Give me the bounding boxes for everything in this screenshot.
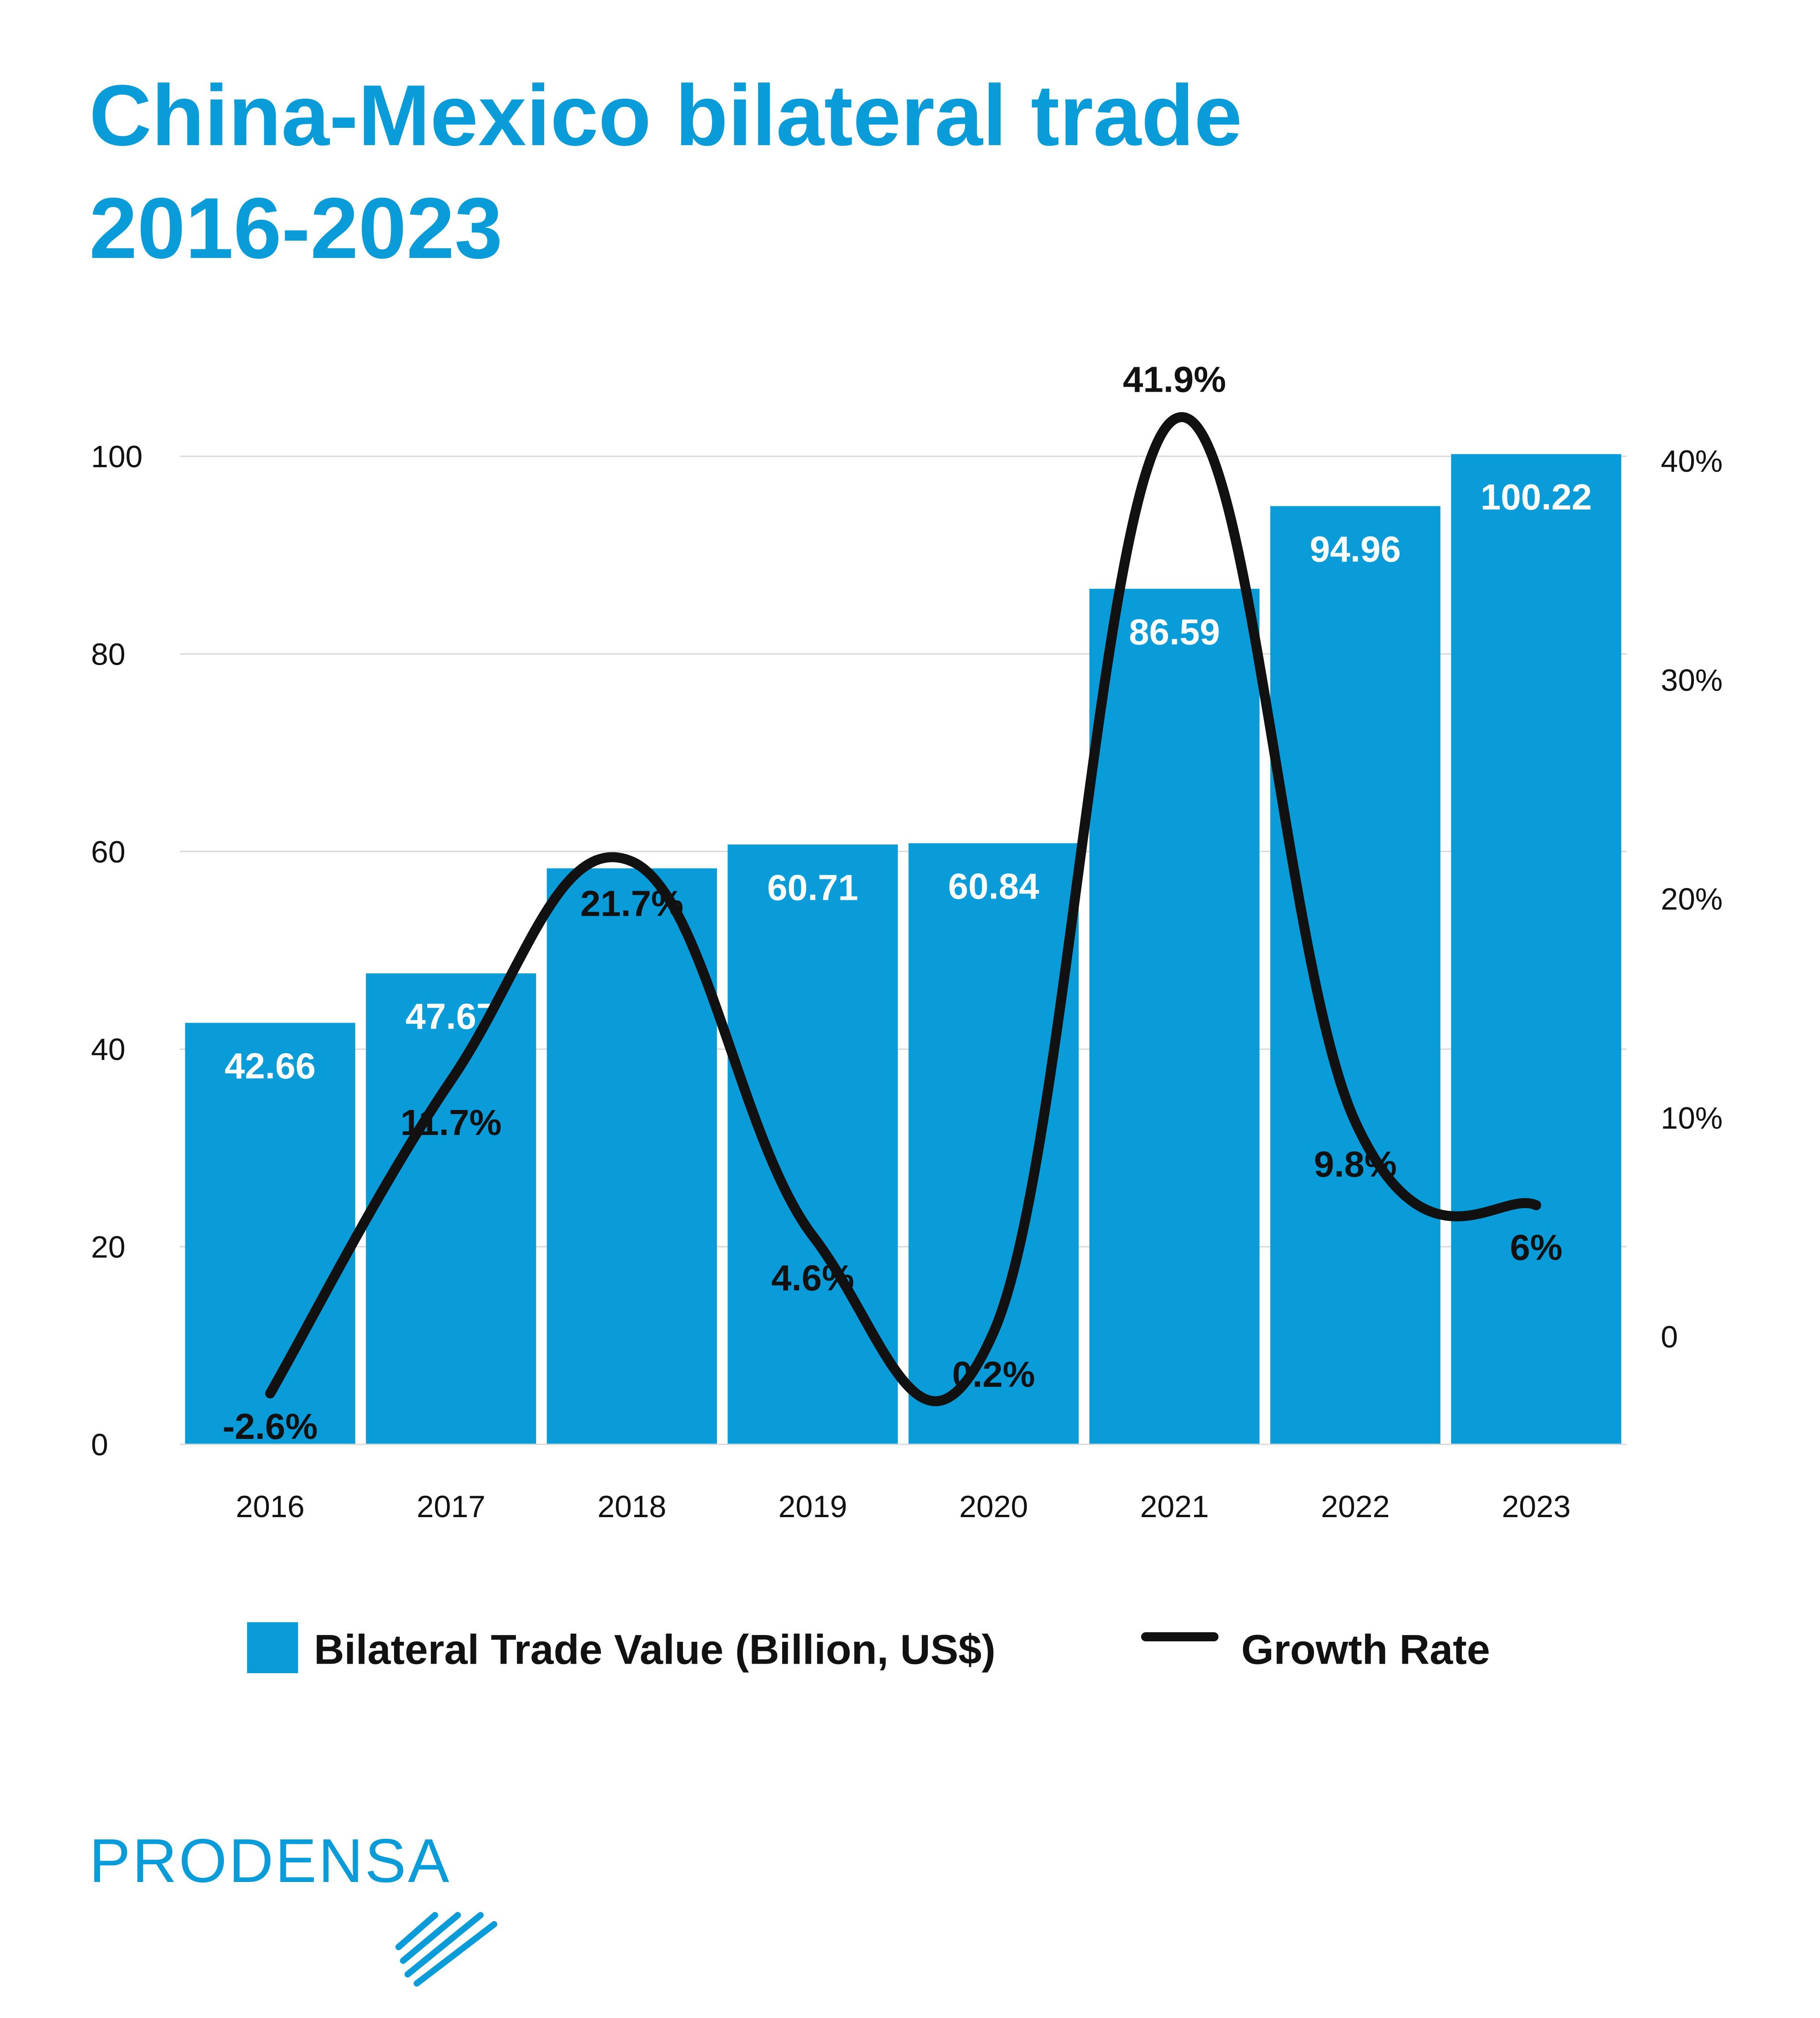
- y-axis-left: 0 20 40 60 80 100: [91, 439, 142, 1462]
- bar-value-label-2016: 42.66: [225, 1045, 316, 1086]
- x-axis: 2016 2017 2018 2019 2020 2021 2022 2023: [180, 1443, 1627, 1524]
- bar-2017: [366, 973, 536, 1444]
- growth-rate-label-2023: 6%: [1510, 1227, 1562, 1267]
- growth-rate-label-2021: 41.9%: [1123, 359, 1226, 400]
- x-tick-2018: 2018: [597, 1489, 666, 1524]
- y-left-tick-1: 20: [91, 1230, 126, 1265]
- growth-rate-label-2017: 11.7%: [400, 1102, 501, 1143]
- y-axis-right: 0 10% 20% 30% 40%: [1661, 444, 1723, 1354]
- y-left-tick-0: 0: [91, 1428, 108, 1462]
- bars: [185, 454, 1622, 1444]
- bar-value-label-2021: 86.59: [1129, 611, 1220, 652]
- growth-rate-label-2019: 4.6%: [771, 1258, 854, 1298]
- bar-value-label-2022: 94.96: [1310, 529, 1401, 569]
- bar-2018: [546, 868, 717, 1444]
- bar-value-label-2019: 60.71: [767, 867, 858, 908]
- x-tick-2023: 2023: [1502, 1489, 1571, 1524]
- legend: Bilateral Trade Value (Billion, US$) Gro…: [247, 1622, 1490, 1673]
- growth-rate-label-2022: 9.8%: [1314, 1144, 1397, 1184]
- growth-rate-labels: -2.6% 11.7% 21.7% 4.6% 0.2% 41.9% 9.8% 6%: [222, 359, 1562, 1447]
- legend-swatch-bars: [247, 1622, 298, 1673]
- legend-label-line: Growth Rate: [1241, 1626, 1490, 1673]
- x-tick-2019: 2019: [779, 1489, 847, 1524]
- bar-2022: [1270, 506, 1441, 1444]
- bar-2021: [1089, 589, 1260, 1444]
- prodensa-logo: PRODENSA: [89, 1826, 497, 1987]
- x-tick-2016: 2016: [236, 1489, 304, 1524]
- x-tick-2020: 2020: [959, 1489, 1028, 1524]
- y-right-tick-1: 10%: [1661, 1101, 1723, 1135]
- bar-2016: [185, 1023, 355, 1444]
- title-line-2: 2016-2023: [89, 180, 503, 277]
- y-left-tick-2: 40: [91, 1032, 126, 1067]
- growth-rate-line: [265, 412, 1542, 1407]
- y-right-tick-0: 0: [1661, 1320, 1678, 1354]
- y-left-tick-5: 100: [91, 439, 142, 474]
- y-right-tick-4: 40%: [1661, 444, 1723, 479]
- growth-rate-path: [265, 412, 1542, 1407]
- growth-rate-label-2018: 21.7%: [580, 883, 683, 924]
- y-right-tick-3: 30%: [1661, 663, 1723, 697]
- x-tick-2021: 2021: [1140, 1489, 1209, 1524]
- bar-value-label-2023: 100.22: [1481, 477, 1592, 517]
- x-tick-2017: 2017: [417, 1489, 485, 1524]
- y-left-tick-3: 60: [91, 835, 126, 869]
- logo-wordmark: PRODENSA: [89, 1826, 451, 1895]
- x-tick-2022: 2022: [1321, 1489, 1390, 1524]
- y-right-tick-2: 20%: [1661, 882, 1723, 917]
- growth-rate-label-2020: 0.2%: [952, 1354, 1035, 1394]
- y-left-tick-4: 80: [91, 637, 126, 671]
- bar-value-label-2020: 60.84: [948, 866, 1040, 907]
- bar-2019: [728, 844, 898, 1444]
- growth-rate-label-2016: -2.6%: [222, 1406, 318, 1447]
- legend-label-bars: Bilateral Trade Value (Billion, US$): [314, 1626, 996, 1673]
- chart-title: China-Mexico bilateral trade 2016-2023: [89, 59, 1727, 285]
- bar-2023: [1451, 454, 1622, 1444]
- title-line-1: China-Mexico bilateral trade: [89, 67, 1243, 164]
- logo-stripes-icon: [395, 1912, 497, 1987]
